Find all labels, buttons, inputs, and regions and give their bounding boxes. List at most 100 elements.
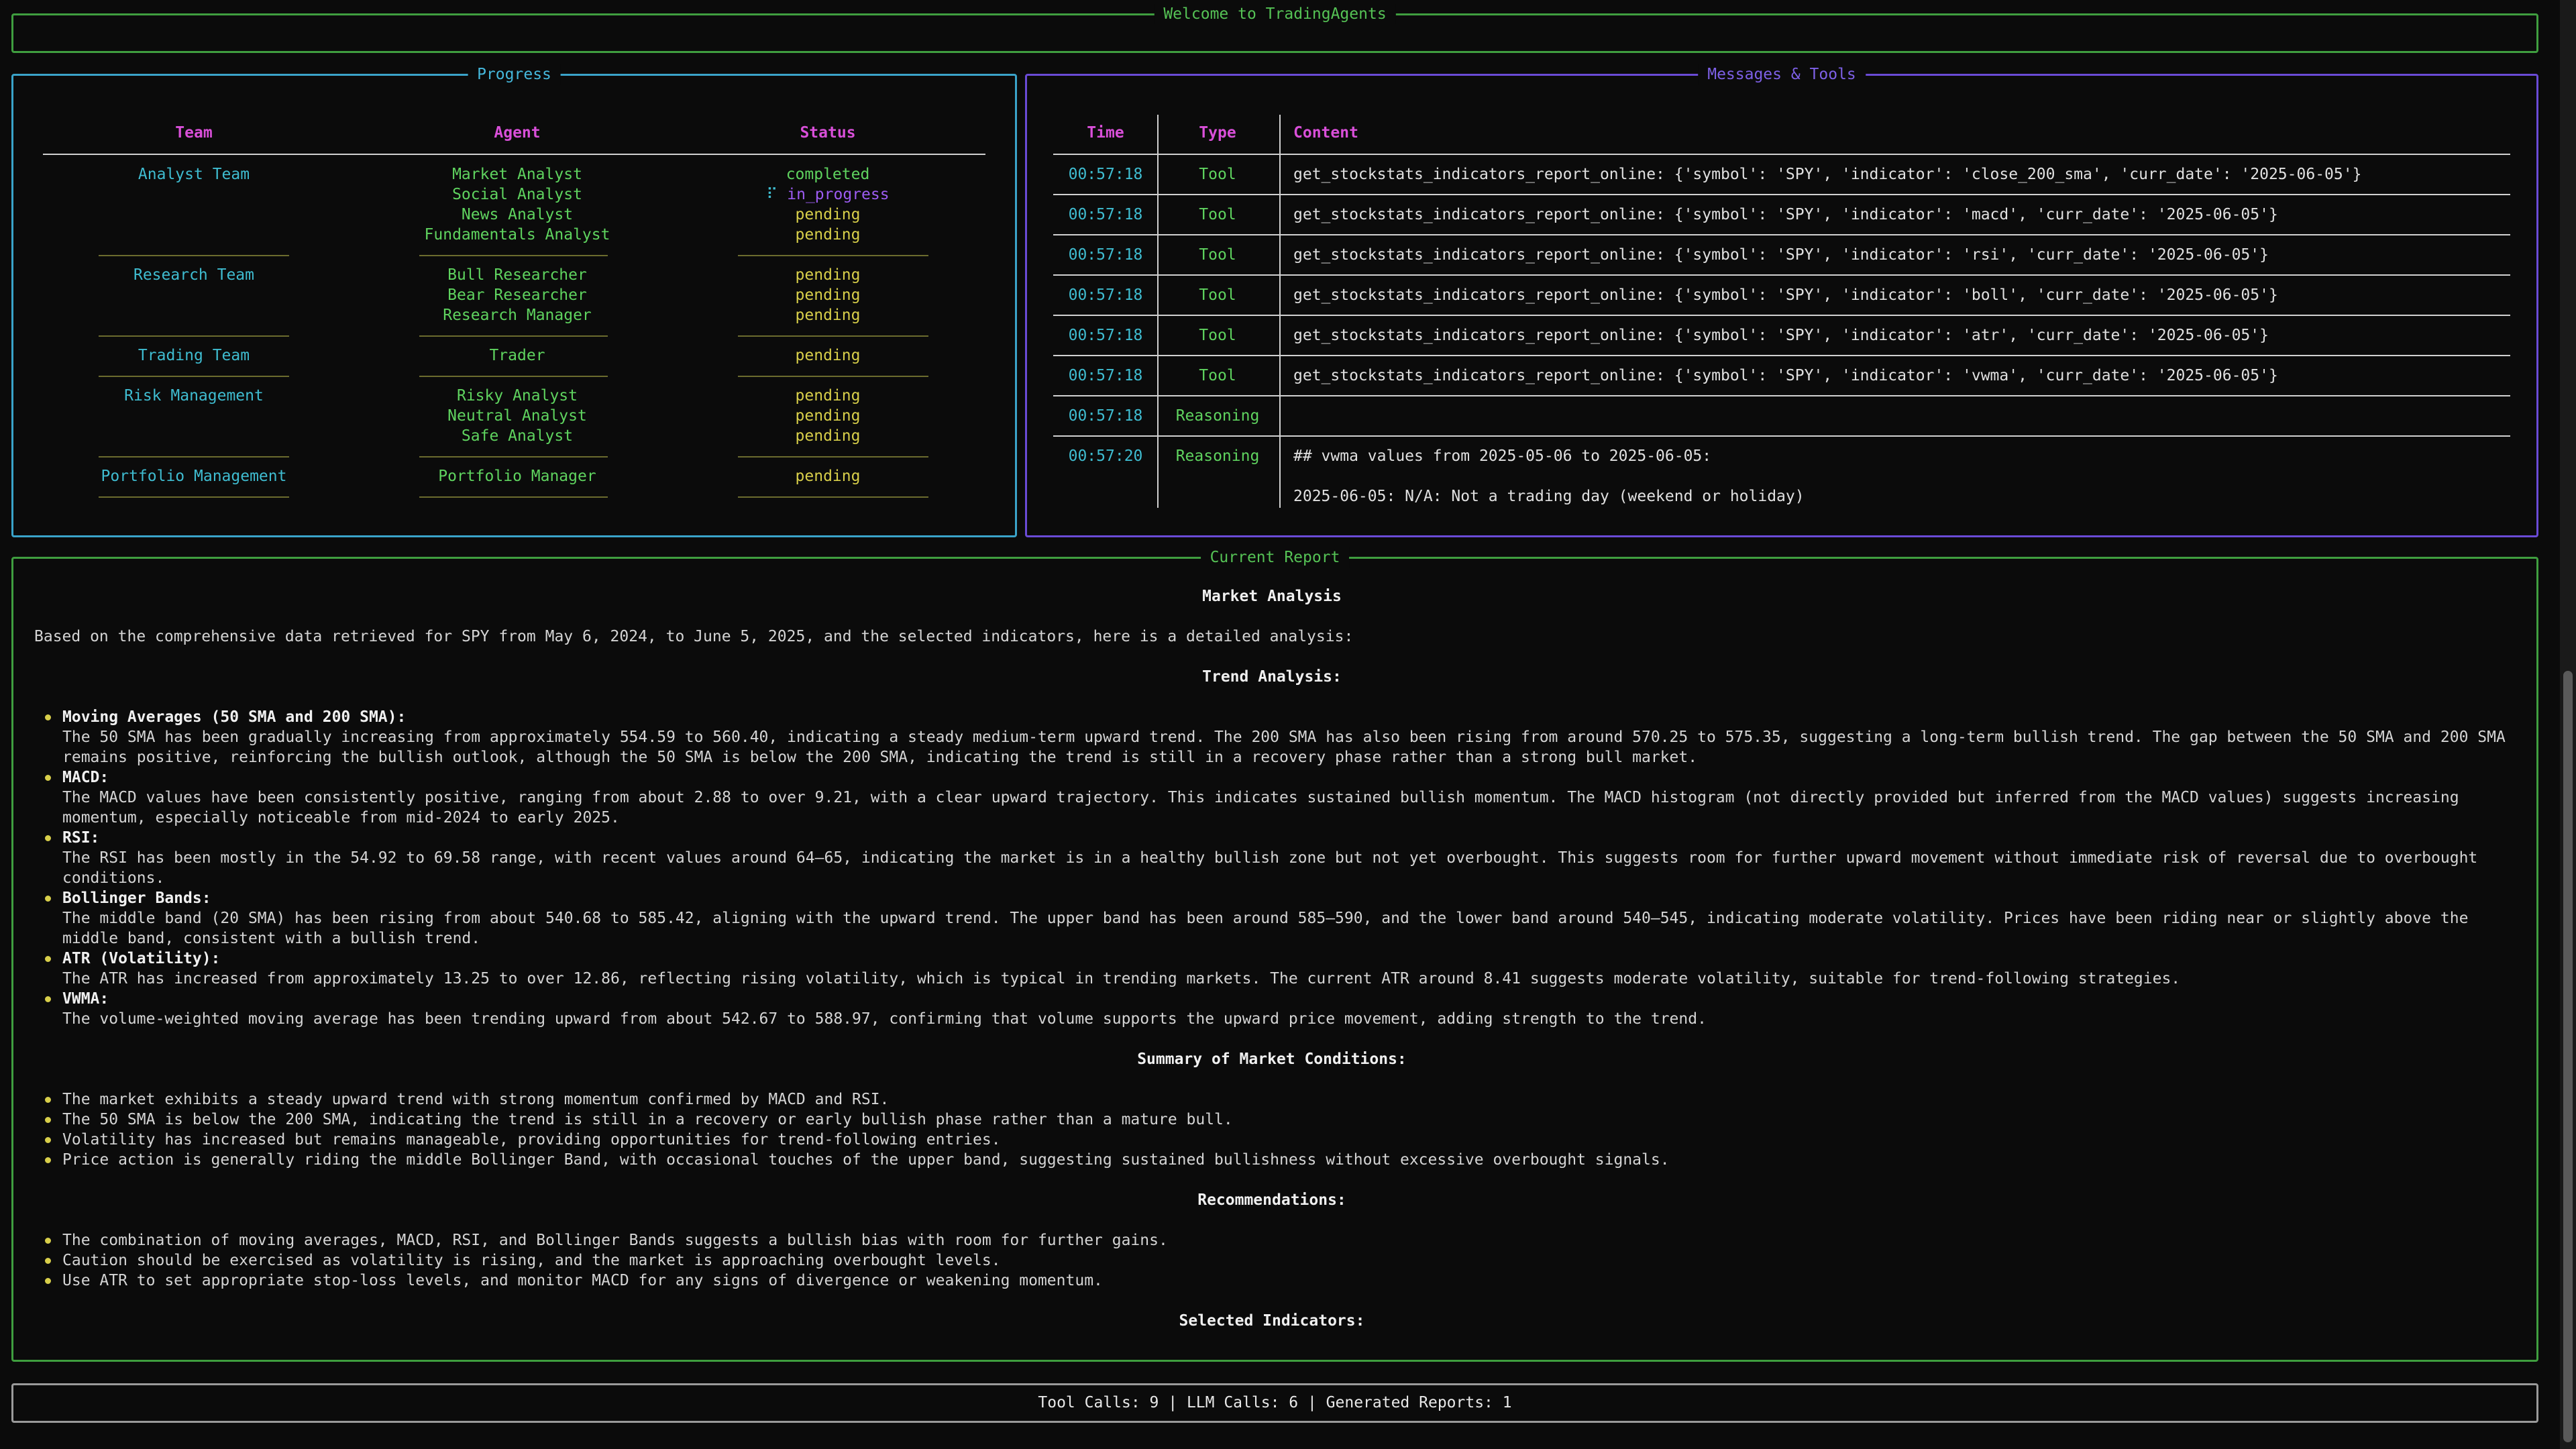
report-heading: Summary of Market Conditions: <box>1137 1051 1407 1068</box>
column-rule <box>1279 115 1281 508</box>
group-separator <box>99 456 289 458</box>
progress-panel: Progress <box>11 64 1017 537</box>
item-text: Use ATR to set appropriate stop-loss lev… <box>62 1272 1103 1289</box>
status-text: in_progress <box>787 186 890 203</box>
group-separator <box>738 335 928 337</box>
item-text: The middle band (20 SMA) has been rising… <box>62 910 2469 947</box>
header-panel: Welcome to TradingAgents <box>11 4 2538 53</box>
bullet <box>45 1278 51 1284</box>
messages-column-header: Type <box>1199 124 1236 142</box>
status-text: pending <box>795 427 861 445</box>
item-label: MACD: <box>62 769 109 786</box>
report-item: Volatility has increased but remains man… <box>34 1130 2510 1150</box>
footer-panel: Tool Calls: 9 | LLM Calls: 6 | Generated… <box>11 1383 2538 1423</box>
messages-column-header: Time <box>1087 124 1124 142</box>
message-type: Tool <box>1199 246 1236 264</box>
report-heading: Trend Analysis: <box>1202 668 1342 686</box>
agent-status: completed <box>786 164 870 184</box>
item-text: The 50 SMA has been gradually increasing… <box>62 729 2506 766</box>
scroll-thumb[interactable] <box>2563 671 2573 1442</box>
status-text: pending <box>795 266 861 284</box>
agent-name: Bull Researcher <box>447 266 587 284</box>
bullet <box>45 996 51 1002</box>
bullet <box>45 1117 51 1123</box>
group-separator <box>419 376 608 377</box>
messages-title: Messages & Tools <box>1698 64 1866 85</box>
team-name: Trading Team <box>138 347 250 364</box>
report-heading: Selected Indicators: <box>1179 1312 1365 1330</box>
message-time: 00:57:20 <box>1068 447 1143 465</box>
group-separator <box>99 376 289 377</box>
bullet <box>45 835 51 841</box>
message-type: Reasoning <box>1175 447 1260 465</box>
report-heading: Market Analysis <box>1202 588 1342 605</box>
item-text: The MACD values have been consistently p… <box>62 789 2459 826</box>
agent-status: pending <box>796 225 861 245</box>
progress-column-header: Agent <box>494 124 541 142</box>
message-content: 2025-06-05: N/A: Not a trading day (week… <box>1293 488 1805 505</box>
bullet <box>45 956 51 962</box>
agent-name: Social Analyst <box>452 186 582 203</box>
message-content: get_stockstats_indicators_report_online:… <box>1293 166 2362 183</box>
report-item: ATR (Volatility): The ATR has increased f… <box>34 949 2510 989</box>
group-separator <box>738 376 928 377</box>
status-text: pending <box>795 468 861 485</box>
bullet <box>45 1238 51 1244</box>
status-text: pending <box>795 347 861 364</box>
group-separator <box>99 335 289 337</box>
row-rule <box>1053 435 2510 437</box>
messages-panel: Messages & Tools <box>1025 64 2538 537</box>
item-text: The ATR has increased from approximately… <box>62 970 2181 987</box>
group-separator <box>419 335 608 337</box>
agent-status: pending <box>796 466 861 486</box>
agent-status: pending <box>796 265 861 285</box>
progress-column-header: Status <box>800 124 856 142</box>
report-item: Use ATR to set appropriate stop-loss lev… <box>34 1271 2510 1291</box>
messages-column-header: Content <box>1293 124 1358 142</box>
message-type: Tool <box>1199 327 1236 344</box>
bullet <box>45 714 51 720</box>
item-label: VWMA: <box>62 990 109 1008</box>
message-type: Tool <box>1199 206 1236 223</box>
team-name: Portfolio Management <box>101 468 287 485</box>
agent-status: pending <box>796 285 861 305</box>
report-heading: Recommendations: <box>1197 1191 1346 1209</box>
group-separator <box>738 496 928 498</box>
message-content: get_stockstats_indicators_report_online:… <box>1293 206 2278 223</box>
agent-status: pending <box>796 386 861 406</box>
header-title: Welcome to TradingAgents <box>1154 4 1396 24</box>
item-label: ATR (Volatility): <box>62 950 221 967</box>
message-time: 00:57:18 <box>1068 367 1143 384</box>
status-text: pending <box>795 407 861 425</box>
header-rule <box>43 154 985 155</box>
agent-name: Research Manager <box>443 307 592 324</box>
report-item: Moving Averages (50 SMA and 200 SMA): The… <box>34 707 2510 767</box>
row-rule <box>1053 234 2510 235</box>
agent-name: Neutral Analyst <box>447 407 587 425</box>
group-separator <box>99 255 289 256</box>
group-separator <box>419 456 608 458</box>
group-separator <box>738 255 928 256</box>
agent-status: pending <box>796 305 861 325</box>
message-time: 00:57:18 <box>1068 246 1143 264</box>
agent-name: Bear Researcher <box>447 286 587 304</box>
report-list: The combination of moving averages, MACD… <box>34 1230 2510 1291</box>
item-text: The volume-weighted moving average has b… <box>62 1010 1707 1028</box>
item-text: The market exhibits a steady upward tren… <box>62 1091 890 1108</box>
row-rule <box>1053 355 2510 356</box>
header-rule <box>1053 154 2510 155</box>
bullet <box>45 896 51 902</box>
message-time: 00:57:18 <box>1068 206 1143 223</box>
team-name: Analyst Team <box>138 166 250 183</box>
item-text: The RSI has been mostly in the 54.92 to … <box>62 849 2478 887</box>
scrollbar[interactable] <box>2560 0 2576 1449</box>
agent-status: pending <box>796 205 861 225</box>
item-label: Moving Averages (50 SMA and 200 SMA): <box>62 708 407 726</box>
report-item: The 50 SMA is below the 200 SMA, indicat… <box>34 1110 2510 1130</box>
report-list: The market exhibits a steady upward tren… <box>34 1089 2510 1170</box>
team-name: Risk Management <box>124 387 264 405</box>
agent-status: pending <box>796 345 861 366</box>
column-rule <box>1157 115 1159 508</box>
group-separator <box>99 496 289 498</box>
